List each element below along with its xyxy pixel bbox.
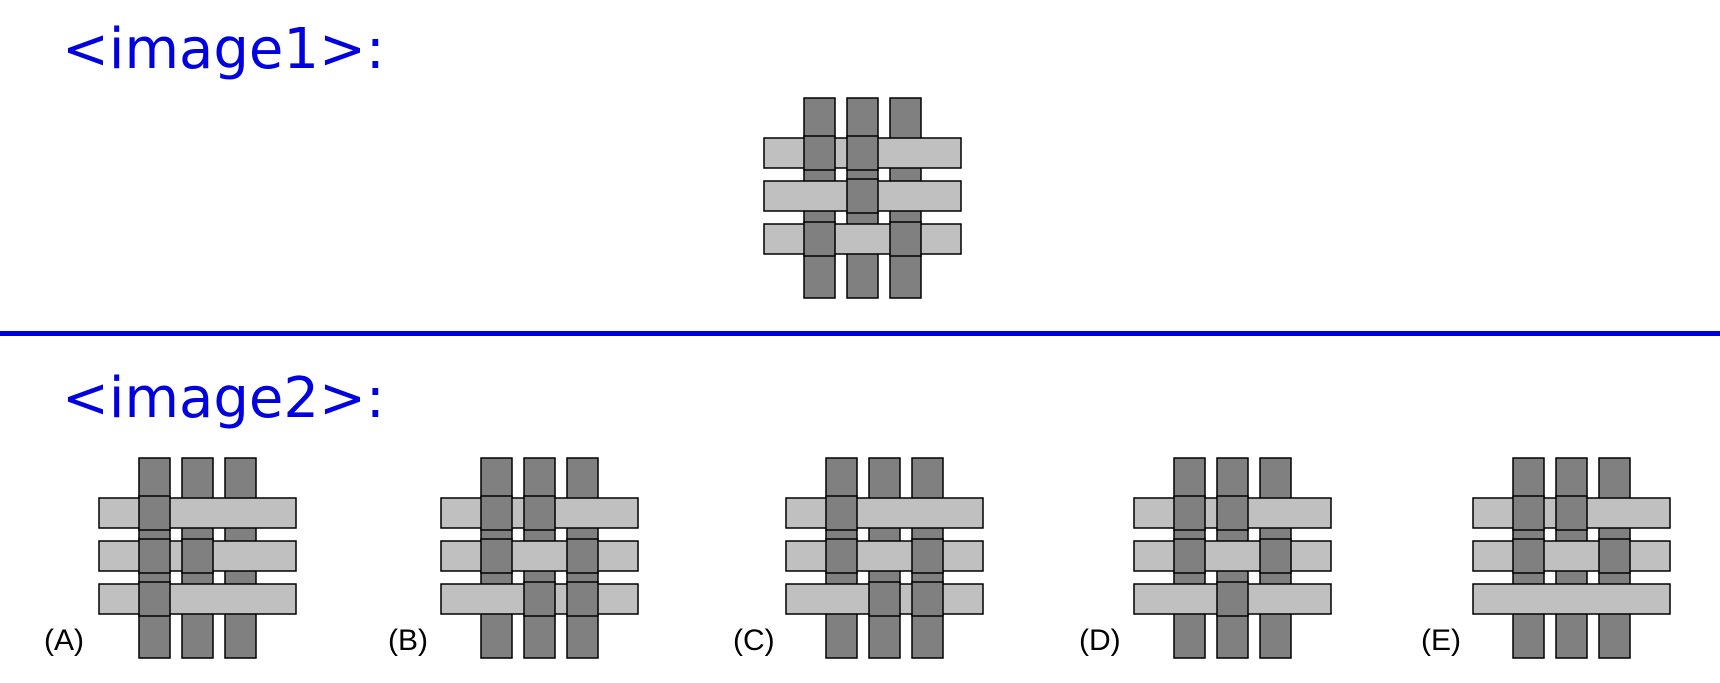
crossing-r3c1-vertical-over	[803, 221, 836, 257]
crossing-r2c1-vertical-over	[1512, 538, 1545, 574]
option-c-label: (C)	[733, 624, 775, 657]
image1-header: <image1>:	[62, 17, 385, 82]
crossing-r1c1-vertical-over	[480, 495, 513, 531]
crossing-r1c2-vertical-over	[846, 135, 879, 171]
horizontal-strip-1	[785, 497, 984, 529]
crossing-r2c3-vertical-over	[911, 538, 944, 574]
crossing-r2c3-vertical-over	[1598, 538, 1631, 574]
crossing-r2c3-vertical-over	[1259, 538, 1292, 574]
option-d-weave-pattern	[1133, 457, 1332, 659]
option-b-label: (B)	[388, 624, 428, 657]
crossing-r2c1-vertical-over	[480, 538, 513, 574]
option-a-weave-pattern	[98, 457, 297, 659]
crossing-r2c2-vertical-over	[181, 538, 214, 574]
horizontal-strip-2	[785, 540, 984, 572]
crossing-r1c2-vertical-over	[1216, 495, 1249, 531]
question-weave-pattern	[763, 97, 962, 299]
option-c-weave-pattern	[785, 457, 984, 659]
crossing-r3c2-vertical-over	[868, 581, 901, 617]
option-a-label: (A)	[44, 624, 84, 657]
option-b-weave-pattern	[440, 457, 639, 659]
crossing-r1c1-vertical-over	[825, 495, 858, 531]
crossing-r1c2-vertical-over	[1555, 495, 1588, 531]
crossing-r2c1-vertical-over	[825, 538, 858, 574]
horizontal-strip-1	[98, 497, 297, 529]
crossing-r2c2-vertical-over	[846, 178, 879, 214]
crossing-r3c3-vertical-over	[566, 581, 599, 617]
horizontal-strip-2	[1133, 540, 1332, 572]
horizontal-strip-3	[1472, 583, 1671, 615]
crossing-r3c1-vertical-over	[138, 581, 171, 617]
crossing-r1c1-vertical-over	[138, 495, 171, 531]
crossing-r2c1-vertical-over	[1173, 538, 1206, 574]
crossing-r1c1-vertical-over	[803, 135, 836, 171]
crossing-r1c1-vertical-over	[1173, 495, 1206, 531]
option-e-weave-pattern	[1472, 457, 1671, 659]
horizontal-strip-3	[763, 223, 962, 255]
option-e-label: (E)	[1421, 624, 1461, 657]
horizontal-strip-2	[1472, 540, 1671, 572]
horizontal-strip-2	[440, 540, 639, 572]
crossing-r1c1-vertical-over	[1512, 495, 1545, 531]
crossing-r2c3-vertical-over	[566, 538, 599, 574]
crossing-r3c2-vertical-over	[1216, 581, 1249, 617]
crossing-r2c1-vertical-over	[138, 538, 171, 574]
section-divider	[0, 331, 1720, 336]
image2-header: <image2>:	[62, 366, 385, 431]
crossing-r3c3-vertical-over	[889, 221, 922, 257]
crossing-r1c2-vertical-over	[523, 495, 556, 531]
horizontal-strip-3	[98, 583, 297, 615]
crossing-r3c2-vertical-over	[523, 581, 556, 617]
crossing-r3c3-vertical-over	[911, 581, 944, 617]
option-d-label: (D)	[1079, 624, 1121, 657]
